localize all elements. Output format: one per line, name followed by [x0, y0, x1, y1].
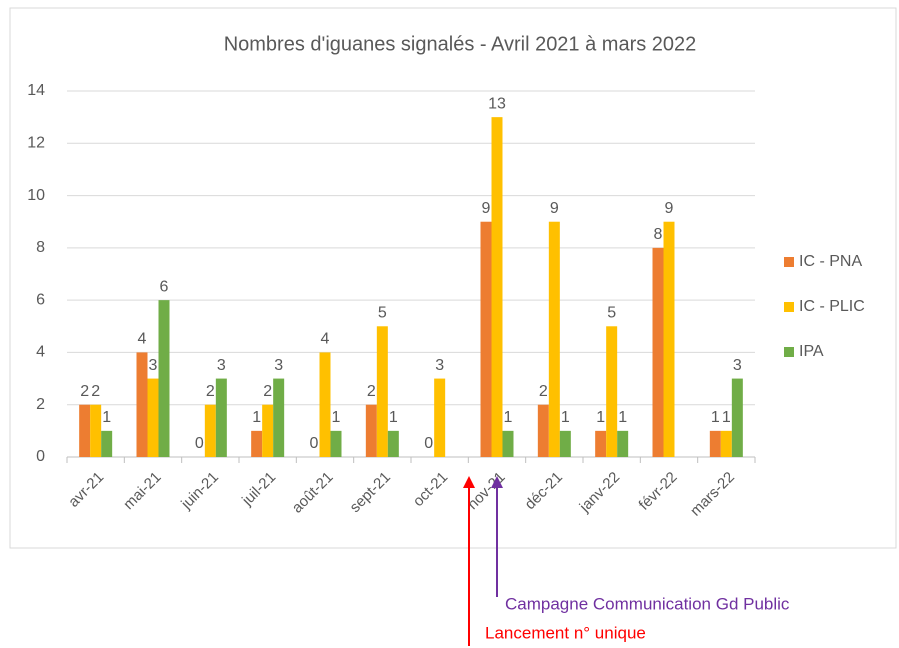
y-tick-label: 10: [27, 187, 45, 204]
data-label: 1: [389, 409, 398, 426]
data-label: 3: [274, 357, 283, 374]
data-label: 1: [332, 409, 341, 426]
bar: [387, 430, 399, 457]
data-label: 3: [217, 357, 226, 374]
y-tick-label: 4: [36, 344, 45, 361]
annotation-arrowhead: [491, 476, 503, 488]
bar: [330, 430, 342, 457]
bar: [617, 430, 629, 457]
bar: [480, 221, 492, 457]
bar: [204, 404, 216, 457]
bar: [147, 378, 159, 457]
data-label: 5: [378, 305, 387, 322]
data-label: 1: [596, 409, 605, 426]
legend-swatch: [784, 347, 794, 357]
bar: [731, 378, 743, 457]
bar: [652, 247, 664, 457]
bar: [365, 404, 377, 457]
data-label: 9: [665, 200, 674, 217]
data-label: 2: [80, 383, 89, 400]
data-label: 5: [607, 305, 616, 322]
legend-swatch: [784, 257, 794, 267]
data-label: 1: [561, 409, 570, 426]
bar: [548, 221, 560, 457]
data-label: 2: [263, 383, 272, 400]
data-label: 1: [711, 409, 720, 426]
y-tick-label: 12: [27, 135, 45, 152]
data-label: 3: [149, 357, 158, 374]
y-tick-label: 14: [27, 82, 45, 99]
bar: [606, 326, 618, 457]
data-label: 1: [252, 409, 261, 426]
chart-frame: [9, 7, 897, 549]
bar: [709, 430, 721, 457]
data-label: 0: [424, 435, 433, 452]
data-label: 13: [488, 95, 506, 112]
bar: [215, 378, 227, 457]
data-label: 8: [654, 226, 663, 243]
data-label: 4: [321, 331, 330, 348]
data-label: 6: [160, 278, 169, 295]
data-label: 9: [482, 200, 491, 217]
bar: [491, 117, 503, 458]
y-tick-label: 8: [36, 239, 45, 256]
annotation-text: Lancement n° unique: [485, 623, 646, 642]
data-label: 3: [733, 357, 742, 374]
bar: [136, 352, 148, 457]
legend-label: IPA: [799, 343, 824, 360]
legend-swatch: [784, 302, 794, 312]
data-label: 1: [504, 409, 513, 426]
annotation-text: Campagne Communication Gd Public: [505, 594, 790, 613]
data-label: 2: [91, 383, 100, 400]
data-label: 1: [618, 409, 627, 426]
bar: [595, 430, 607, 457]
annotation-arrowhead: [463, 476, 475, 488]
bar: [434, 378, 446, 457]
bar: [262, 404, 274, 457]
y-tick-label: 2: [36, 396, 45, 413]
bar: [663, 221, 675, 457]
legend-label: IC - PNA: [799, 253, 862, 270]
data-label: 4: [138, 331, 147, 348]
data-label: 2: [539, 383, 548, 400]
bar: [101, 430, 113, 457]
bar: [319, 352, 331, 457]
bar: [158, 300, 170, 457]
data-label: 9: [550, 200, 559, 217]
bar: [376, 326, 388, 457]
bar: [90, 404, 102, 457]
data-label: 1: [102, 409, 111, 426]
bar: [79, 404, 91, 457]
data-label: 2: [206, 383, 215, 400]
data-label: 3: [435, 357, 444, 374]
y-tick-label: 6: [36, 291, 45, 308]
bar: [502, 430, 514, 457]
bar: [720, 430, 732, 457]
bar: [273, 378, 285, 457]
data-label: 1: [722, 409, 731, 426]
y-tick-label: 0: [36, 448, 45, 465]
data-label: 0: [195, 435, 204, 452]
legend-label: IC - PLIC: [799, 298, 865, 315]
data-label: 0: [310, 435, 319, 452]
data-label: 2: [367, 383, 376, 400]
chart-title: Nombres d'iguanes signalés - Avril 2021 …: [224, 33, 697, 55]
bar: [251, 430, 263, 457]
bar: [559, 430, 571, 457]
bar: [537, 404, 549, 457]
